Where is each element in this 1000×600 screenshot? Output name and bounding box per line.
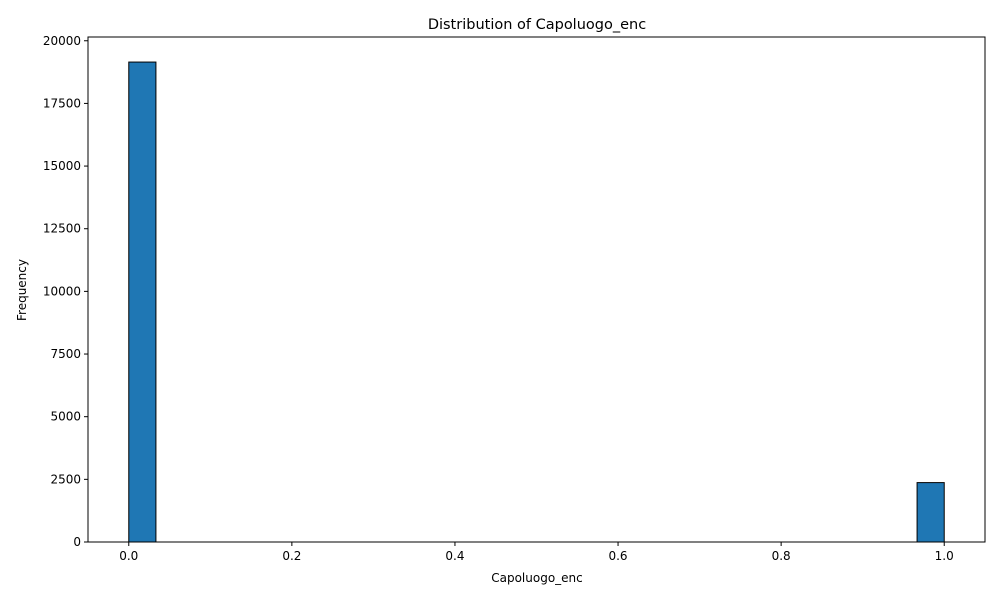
y-tick-label: 10000: [43, 284, 81, 298]
y-tick-label: 0: [73, 535, 81, 549]
histogram-bar-1: [916, 482, 945, 543]
x-tick-label: 0.6: [608, 549, 627, 563]
histogram-bar-0: [128, 61, 157, 543]
y-tick-label: 12500: [43, 222, 81, 236]
y-tick-label: 5000: [50, 410, 81, 424]
y-tick-label: 7500: [50, 347, 81, 361]
x-tick-label: 0.8: [772, 549, 791, 563]
y-tick-label: 2500: [50, 472, 81, 486]
y-tick-label: 17500: [43, 96, 81, 110]
x-tick-label: 0.0: [119, 549, 138, 563]
x-tick-label: 0.4: [445, 549, 464, 563]
y-tick-label: 15000: [43, 159, 81, 173]
bars-layer: [128, 61, 945, 543]
chart-title: Distribution of Capoluogo_enc: [428, 17, 646, 33]
axes-frame: [87, 36, 986, 543]
x-axis-ticks: 0.0 0.2 0.4 0.6 0.8 1.0: [119, 542, 954, 563]
y-axis-label: Frequency: [15, 259, 29, 321]
x-axis-label: Capoluogo_enc: [491, 571, 583, 585]
y-tick-label: 20000: [43, 34, 81, 48]
x-tick-label: 1.0: [935, 549, 954, 563]
y-axis-ticks: 0 2500 5000 7500 10000 12500 15000 17500 20000: [43, 34, 88, 549]
x-tick-label: 0.2: [282, 549, 301, 563]
